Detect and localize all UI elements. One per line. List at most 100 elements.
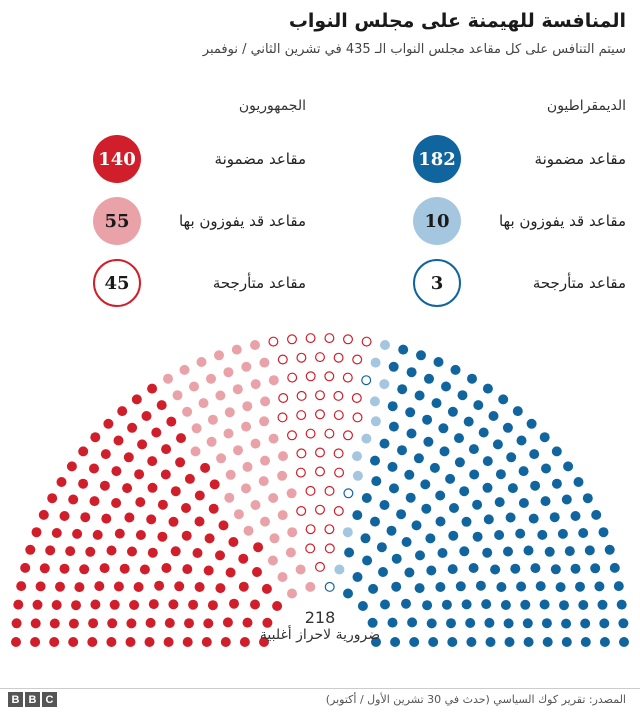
seat-dem_safe bbox=[370, 455, 380, 466]
seat-dem_likely bbox=[370, 357, 381, 368]
seat-dem_safe bbox=[360, 533, 371, 544]
seat-rep_safe bbox=[134, 469, 145, 480]
seat-rep_safe bbox=[141, 411, 152, 421]
seat-rep_tossup bbox=[268, 336, 279, 347]
seat-rep_likely bbox=[233, 509, 244, 520]
seat-rep_safe bbox=[239, 637, 250, 647]
seat-dem_likely bbox=[379, 379, 390, 390]
seat-rep_safe bbox=[168, 599, 179, 610]
seat-rep_safe bbox=[39, 563, 50, 574]
seat-rep_safe bbox=[157, 499, 168, 510]
seat-rep_safe bbox=[56, 477, 67, 487]
seat-dem_safe bbox=[520, 599, 531, 610]
seat-rep_likely bbox=[225, 469, 236, 480]
seat-rep_likely bbox=[305, 581, 316, 592]
seat-rep_likely bbox=[206, 373, 216, 384]
seat-rep_likely bbox=[216, 453, 227, 464]
seat-rep_safe bbox=[117, 406, 128, 417]
seat-rep_tossup bbox=[296, 410, 307, 421]
seat-dem_safe bbox=[396, 509, 407, 520]
seat-dem_safe bbox=[495, 469, 506, 480]
seat-rep_safe bbox=[225, 567, 236, 578]
seat-rep_safe bbox=[68, 494, 79, 505]
seat-dem_safe bbox=[515, 528, 526, 539]
seat-dem_safe bbox=[428, 637, 439, 647]
seat-rep_safe bbox=[79, 564, 90, 575]
seat-dem_safe bbox=[446, 618, 456, 629]
bbc-logo-letter: B bbox=[8, 692, 23, 707]
seat-dem_safe bbox=[411, 520, 422, 531]
seat-rep_tossup bbox=[324, 428, 335, 439]
bbc-logo: B B C bbox=[8, 692, 57, 707]
seat-dem_safe bbox=[401, 537, 412, 547]
seat-rep_safe bbox=[47, 493, 58, 504]
seat-dem_safe bbox=[457, 390, 468, 401]
seat-rep_likely bbox=[277, 510, 288, 521]
seat-rep_tossup bbox=[334, 467, 345, 478]
seat-rep_safe bbox=[113, 581, 124, 592]
seat-rep_safe bbox=[35, 581, 46, 592]
parliament-hemicycle-chart bbox=[11, 333, 629, 647]
seat-rep_likely bbox=[233, 445, 243, 456]
seat-dem_likely bbox=[352, 470, 363, 481]
seat-dem_safe bbox=[510, 563, 521, 574]
seat-rep_safe bbox=[272, 601, 283, 611]
seat-rep_safe bbox=[72, 528, 83, 539]
seat-dem_safe bbox=[609, 562, 620, 573]
seat-dem_safe bbox=[478, 427, 489, 438]
dem-safe-row: مقاعد مضمونة 182 bbox=[336, 135, 626, 183]
seat-rep_likely bbox=[190, 446, 201, 457]
seat-dem_safe bbox=[424, 373, 434, 384]
seat-dem_safe bbox=[447, 637, 458, 647]
seat-rep_tossup bbox=[287, 430, 298, 441]
seat-dem_safe bbox=[503, 618, 514, 629]
seat-rep_safe bbox=[51, 528, 62, 538]
seat-rep_safe bbox=[122, 483, 133, 494]
seat-dem_likely bbox=[369, 396, 380, 407]
seat-dem_safe bbox=[504, 637, 515, 647]
seat-rep_likely bbox=[259, 357, 270, 368]
seat-dem_safe bbox=[599, 618, 610, 629]
seat-rep_safe bbox=[157, 531, 168, 542]
seat-rep_safe bbox=[154, 580, 165, 591]
seat-dem_safe bbox=[454, 457, 465, 468]
seat-dem_safe bbox=[549, 512, 560, 523]
seat-rep_safe bbox=[175, 457, 186, 468]
seat-rep_likely bbox=[250, 379, 261, 390]
seat-dem_safe bbox=[597, 599, 608, 610]
seat-rep_tossup bbox=[315, 409, 326, 420]
seat-dem_safe bbox=[405, 492, 416, 503]
seat-rep_safe bbox=[194, 490, 205, 501]
seat-dem_safe bbox=[449, 503, 459, 513]
seat-dem_safe bbox=[390, 637, 401, 647]
seat-rep_likely bbox=[224, 407, 235, 418]
seat-dem_safe bbox=[535, 581, 546, 592]
seat-rep_safe bbox=[166, 416, 177, 427]
rep-tossup-label: مقاعد متأرجحة bbox=[212, 274, 306, 292]
seat-dem_safe bbox=[584, 545, 595, 556]
seat-dem_safe bbox=[461, 599, 472, 610]
seat-rep_likely bbox=[242, 461, 253, 472]
seat-rep_likely bbox=[277, 470, 288, 481]
seat-dem_safe bbox=[367, 617, 378, 628]
seat-dem_safe bbox=[459, 546, 470, 557]
seat-rep_safe bbox=[262, 617, 273, 628]
seat-dem_safe bbox=[555, 582, 566, 593]
seat-rep_likely bbox=[287, 527, 298, 538]
seat-rep_tossup bbox=[333, 410, 344, 421]
rep-safe-label: مقاعد مضمونة bbox=[214, 150, 306, 168]
seat-rep_safe bbox=[51, 600, 62, 610]
seat-rep_safe bbox=[106, 637, 117, 647]
seat-rep_safe bbox=[160, 469, 171, 480]
seat-rep_safe bbox=[238, 553, 249, 564]
seat-dem_safe bbox=[482, 482, 493, 493]
seat-dem_safe bbox=[526, 418, 537, 429]
seat-rep_safe bbox=[242, 617, 253, 628]
seat-rep_safe bbox=[78, 478, 89, 489]
seat-rep_safe bbox=[147, 456, 158, 467]
seat-dem_safe bbox=[344, 547, 355, 558]
seat-rep_safe bbox=[109, 599, 120, 610]
seat-dem_safe bbox=[496, 582, 507, 592]
seat-rep_tossup bbox=[305, 524, 316, 535]
seat-rep_safe bbox=[66, 461, 77, 472]
